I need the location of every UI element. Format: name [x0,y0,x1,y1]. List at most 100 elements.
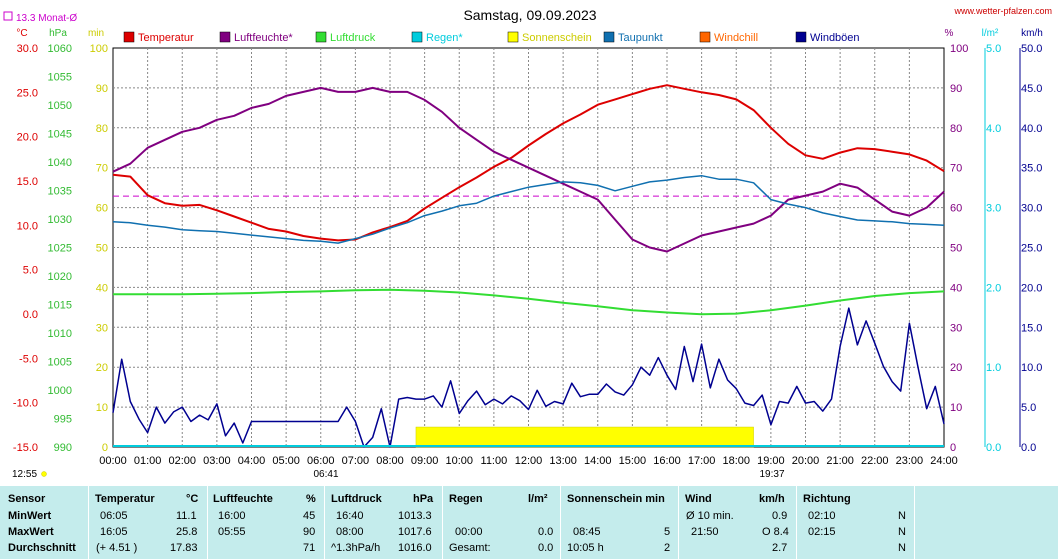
x-tick-label: 14:00 [584,455,612,467]
temp-unit-label: °C [16,28,27,39]
pressure-tick-label: 1055 [48,72,72,84]
wind-time: Ø 10 min. [686,510,734,522]
temp-time: 06:05 [100,510,128,522]
legend-swatch [699,31,711,43]
sunshine-tick-label: 20 [96,362,108,374]
rain-tick-label: 1.0 [986,362,1001,374]
hum-value: 71 [303,542,316,554]
sun-value: 5 [664,526,671,538]
rain-time: Gesamt: [449,542,491,554]
sun-unit-label: min [88,28,104,39]
wind-tick-label: 15.0 [1021,322,1042,334]
temp-value: 25.8 [176,526,198,538]
sun-value: 2 [664,542,671,554]
header-sensor: Sensor [8,493,46,505]
humidity-tick-label: 80 [950,123,962,135]
sun-time: 08:45 [573,526,601,538]
legend-swatch [411,31,423,43]
x-tick-label: 13:00 [549,455,577,467]
row-label: Durchschnitt [8,542,76,554]
humidity-tick-label: 70 [950,163,962,175]
pressure-tick-label: 1050 [48,100,72,112]
table-divider [560,486,561,559]
legend-label: Taupunkt [618,32,663,44]
x-tick-label: 21:00 [826,455,854,467]
legend-swatch [123,31,135,43]
press-time: ^1.3hPa/h [331,542,381,554]
hum-time: 16:00 [218,510,246,522]
pressure-tick-label: 1040 [48,157,72,169]
legend-swatch [315,31,327,43]
press-value: 1013.3 [398,510,432,522]
temperature-tick-label: 0.0 [23,309,38,321]
x-tick-label: 01:00 [134,455,162,467]
table-divider [796,486,797,559]
dir-value: N [898,526,906,538]
x-tick-label: 06:00 [307,455,335,467]
hum-value: 45 [303,510,316,522]
sunrise-label: 06:41 [313,469,338,480]
wind-tick-label: 40.0 [1021,123,1042,135]
rain-value: 0.0 [538,526,554,538]
stats-table: Sensor Temperatur °C Luftfeuchte % Luftd… [0,486,1058,559]
pressure-tick-label: 990 [54,442,72,454]
pressure-unit-label: hPa [49,28,67,39]
header-pressure: Luftdruck [331,493,382,505]
legend-swatch [507,31,519,43]
table-divider [678,486,679,559]
x-tick-label: 10:00 [445,455,473,467]
press-time: 16:40 [336,510,364,522]
sunshine-tick-label: 30 [96,322,108,334]
press-value: 1017.6 [398,526,432,538]
wind-value: 2.7 [772,542,788,554]
sunset-label: 19:37 [759,469,784,480]
wind-value: O 8.4 [762,526,789,538]
pressure-tick-label: 1030 [48,214,72,226]
pressure-tick-label: 1005 [48,357,72,369]
wind-value: 0.9 [772,510,788,522]
sun-time: 10:05 h [567,542,604,554]
x-tick-label: 18:00 [722,455,750,467]
sun-icon [41,471,47,477]
temperature-tick-label: 25.0 [17,87,38,99]
humidity-tick-label: 100 [950,43,968,55]
pressure-tick-label: 1025 [48,243,72,255]
row-label: MinWert [8,510,52,522]
wind-tick-label: 20.0 [1021,282,1042,294]
sunshine-tick-label: 40 [96,282,108,294]
wind-tick-label: 50.0 [1021,43,1042,55]
series-line-taupunkt [112,174,945,244]
website-link[interactable]: www.wetter-pfalzen.com [953,6,1052,16]
header-wind: Wind [685,493,712,505]
x-tick-label: 20:00 [792,455,820,467]
wind-unit-label: km/h [1021,28,1043,39]
rain-value: 0.0 [538,542,554,554]
chart-axes: 00:00 01:00 02:00 03:00 04:00 05:00 06:00 07:00… [13,43,1043,467]
chart-series [112,84,945,448]
x-tick-label: 09:00 [411,455,439,467]
press-value: 1016.0 [398,542,432,554]
wind-tick-label: 10.0 [1021,362,1042,374]
legend-label: Temperatur [138,32,194,44]
month-avg-icon [3,11,13,21]
pressure-tick-label: 1045 [48,129,72,141]
temperature-tick-label: -15.0 [13,442,38,454]
x-tick-label: 16:00 [653,455,681,467]
sunshine-tick-label: 100 [90,43,108,55]
header-pressure-unit: hPa [413,493,434,505]
legend-swatch [795,31,807,43]
series-line-luftdruck [113,288,945,316]
temperature-tick-label: 5.0 [23,265,38,277]
humidity-tick-label: 0 [950,442,956,454]
series-line-luftfeuchte [112,86,945,253]
rain-time: 00:00 [455,526,483,538]
header-temperature: Temperatur [95,493,155,505]
legend-swatch [603,31,615,43]
pressure-tick-label: 995 [54,414,72,426]
legend-label: Windchill [714,32,758,44]
table-divider [88,486,89,559]
pressure-tick-label: 1000 [48,385,72,397]
chart-title: Samstag, 09.09.2023 [463,7,596,23]
x-tick-label: 23:00 [896,455,924,467]
wind-time: 21:50 [691,526,719,538]
